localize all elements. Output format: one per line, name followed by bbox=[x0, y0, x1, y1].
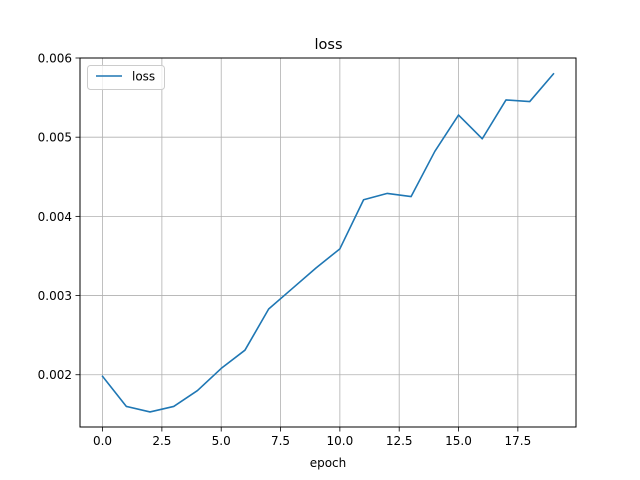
x-tick-label: 2.5 bbox=[152, 434, 171, 448]
x-axis-ticks: 0.0 2.5 5.0 7.5 10.0 12.5 15.0 17.5 bbox=[93, 427, 531, 448]
x-tick-label: 5.0 bbox=[212, 434, 231, 448]
y-tick-label: 0.005 bbox=[38, 131, 72, 145]
series-layer bbox=[101, 72, 555, 413]
x-tick-label: 12.5 bbox=[386, 434, 413, 448]
y-tick-label: 0.002 bbox=[38, 368, 72, 382]
y-tick-label: 0.003 bbox=[38, 289, 72, 303]
series-line-loss bbox=[101, 72, 555, 413]
chart-title: loss bbox=[314, 37, 342, 53]
legend-box bbox=[87, 65, 165, 90]
plot-area-frame bbox=[79, 57, 577, 428]
grid bbox=[80, 57, 576, 427]
x-tick-label: 10.0 bbox=[327, 434, 354, 448]
legend-label: loss bbox=[132, 70, 155, 84]
y-tick-label: 0.006 bbox=[38, 52, 72, 66]
y-tick-label: 0.004 bbox=[38, 210, 72, 224]
x-tick-label: 17.5 bbox=[504, 434, 531, 448]
x-tick-label: 7.5 bbox=[271, 434, 290, 448]
legend: loss bbox=[87, 65, 165, 90]
x-axis-label: epoch bbox=[310, 456, 347, 470]
x-tick-label: 15.0 bbox=[445, 434, 472, 448]
x-tick-label: 0.0 bbox=[93, 434, 112, 448]
y-axis-ticks: 0.002 0.003 0.004 0.005 0.006 bbox=[38, 52, 80, 382]
